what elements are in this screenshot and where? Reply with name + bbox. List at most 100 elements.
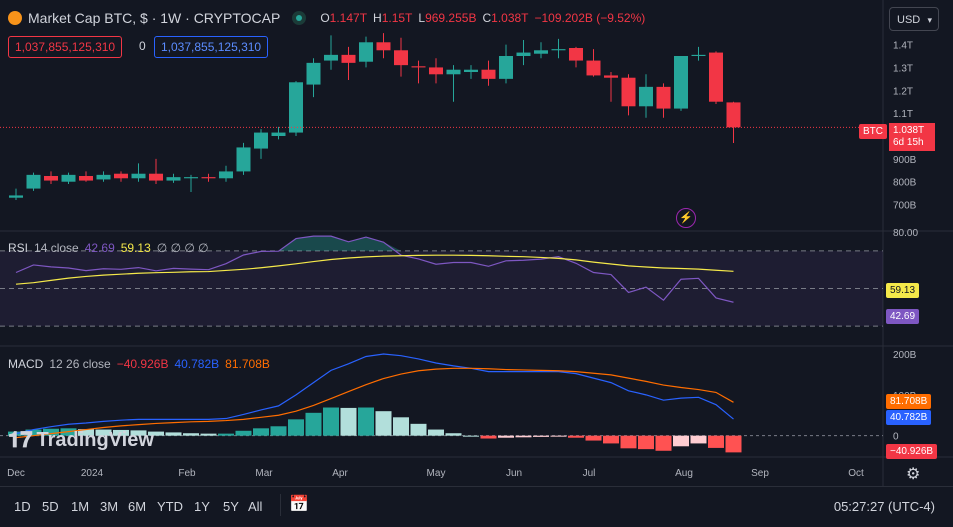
calendar-icon[interactable]: 📅 <box>289 496 309 513</box>
rsi-ma-axis-label: 59.13 <box>886 283 920 298</box>
candle-body <box>551 49 566 51</box>
time-tick-label: Aug <box>675 468 693 479</box>
chart-canvas[interactable]: 1.4T1.3T1.2T1.1T900B800B700B80.00200B100… <box>0 0 953 486</box>
candle-body <box>184 177 198 179</box>
candle-body <box>114 173 128 179</box>
macd-tick-label: 200B <box>893 350 917 361</box>
rsi-axis-label: 42.69 <box>886 309 920 324</box>
rsi-pane[interactable] <box>0 235 883 327</box>
rsi-label: RSI <box>8 241 29 255</box>
candle-body <box>376 42 391 51</box>
buy-price-box[interactable]: 1,037,855,125,310 <box>154 36 269 58</box>
clock[interactable]: 05:27:27 (UTC-4) <box>833 499 935 514</box>
macd-pane[interactable] <box>0 353 883 453</box>
candle-body <box>236 147 251 172</box>
macd-histogram-bar <box>445 433 462 436</box>
rsi-legend[interactable]: RSI 14 close 42.69 59.13 ∅ ∅ ∅ ∅ <box>8 241 209 255</box>
ohlc-values: O1.147T H1.15T L969.255B C1.038T −109.202B (… <box>320 11 645 25</box>
candle-body <box>44 176 58 181</box>
macd-histogram-bar <box>620 435 637 449</box>
timeframe-all[interactable]: All <box>248 499 263 514</box>
candle-body <box>481 69 496 79</box>
rsi-ma-value: 59.13 <box>120 241 151 255</box>
candle-body <box>446 69 461 75</box>
macd-params: 12 26 close <box>49 357 111 371</box>
ohlc-item: O1.147T <box>320 11 367 25</box>
price-pane[interactable] <box>0 33 883 200</box>
timeframe-5y[interactable]: 5Y <box>223 499 239 514</box>
macd-histogram-bar <box>375 411 392 436</box>
macd-signal-line <box>15 367 734 439</box>
macd-histogram-bar <box>428 429 444 436</box>
price-tick-label: 1.1T <box>893 109 913 120</box>
macd-histogram-bar <box>498 435 514 438</box>
candle-body <box>726 102 741 128</box>
macd-histogram-bar <box>253 428 269 436</box>
candle-body <box>516 52 531 56</box>
sell-price-box[interactable]: 1,037,855,125,310 <box>8 36 123 58</box>
candle-body <box>411 66 426 68</box>
candle-body <box>201 177 216 179</box>
signal-axis-label: 81.708B <box>886 394 932 409</box>
time-tick-label: Jun <box>506 468 522 479</box>
lightning-icon[interactable]: ⚡ <box>676 208 696 228</box>
macd-histogram-bar <box>323 407 339 436</box>
macd-histogram-bar <box>638 435 654 450</box>
macd-histogram-bar <box>358 407 374 436</box>
candle-body <box>324 54 338 61</box>
candle-body <box>271 132 286 136</box>
time-tick-label: Apr <box>332 468 348 479</box>
macd-histogram-bar <box>725 435 742 453</box>
macd-histogram-bar <box>655 435 672 451</box>
time-tick-label: May <box>427 468 446 479</box>
candle-body <box>96 174 111 180</box>
timeframe-ytd[interactable]: YTD <box>157 499 183 514</box>
rsi-value: 42.69 <box>84 241 115 255</box>
symbol-legend: Market Cap BTC, $ · 1W · CRYPTOCAP O1.14… <box>8 10 645 26</box>
timeframe-6m[interactable]: 6M <box>128 499 147 514</box>
macd-legend[interactable]: MACD 12 26 close −40.926B 40.782B 81.708… <box>8 357 270 371</box>
market-status-icon[interactable] <box>292 11 307 25</box>
macd-signal-value: 81.708B <box>225 357 270 371</box>
symbol-title[interactable]: Market Cap BTC, $ · 1W · CRYPTOCAP <box>28 10 281 26</box>
price-tick-label: 1.3T <box>893 63 913 74</box>
timeframe-3m[interactable]: 3M <box>100 499 119 514</box>
rsi-extra: ∅ ∅ ∅ ∅ <box>156 241 209 255</box>
macd-line-value: 40.782B <box>174 357 220 371</box>
currency-dropdown[interactable]: USD ▾ <box>889 7 939 31</box>
ohlc-key: C <box>482 11 492 25</box>
macd-histogram-bar <box>568 435 584 438</box>
candle-body <box>569 48 583 61</box>
ohlc-item: L969.255B <box>418 11 476 25</box>
gear-icon[interactable]: ⚙ <box>906 466 921 483</box>
ohlc-value: 969.255B <box>425 11 477 25</box>
macd-histogram-bar <box>43 428 59 436</box>
ohlc-value: 1.15T <box>381 11 413 25</box>
candle-body <box>61 174 76 182</box>
macd-histogram-bar <box>183 433 199 436</box>
candle-body <box>534 50 548 54</box>
candle-body <box>394 50 408 66</box>
rsi-overbought-fill <box>16 236 734 251</box>
macd-histogram-bar <box>480 435 497 439</box>
candle-body <box>604 75 618 78</box>
last-price-value: 1.038T <box>893 125 925 136</box>
macd-histogram-bar <box>550 435 567 437</box>
candle-body <box>621 77 636 107</box>
ohlc-key: H <box>373 11 382 25</box>
timeframe-1y[interactable]: 1Y <box>194 499 210 514</box>
ohlc-value: 1.147T <box>329 11 368 25</box>
ohlc-item: C1.038T <box>482 11 528 25</box>
macd-hist-value: −40.926B <box>116 357 169 371</box>
timeframe-1d[interactable]: 1D <box>14 499 31 514</box>
candle-body <box>149 173 163 181</box>
price-tick-label: 1.2T <box>893 86 913 97</box>
timeframe-5d[interactable]: 5D <box>42 499 59 514</box>
macd-histogram-bar <box>603 435 619 444</box>
time-tick-label: Jul <box>583 468 596 479</box>
ohlc-item: H1.15T <box>373 11 412 25</box>
candle-body <box>691 54 706 56</box>
timeframe-1m[interactable]: 1M <box>71 499 90 514</box>
macd-histogram-bar <box>165 432 182 436</box>
bar-countdown: 6d 15h <box>893 137 924 148</box>
